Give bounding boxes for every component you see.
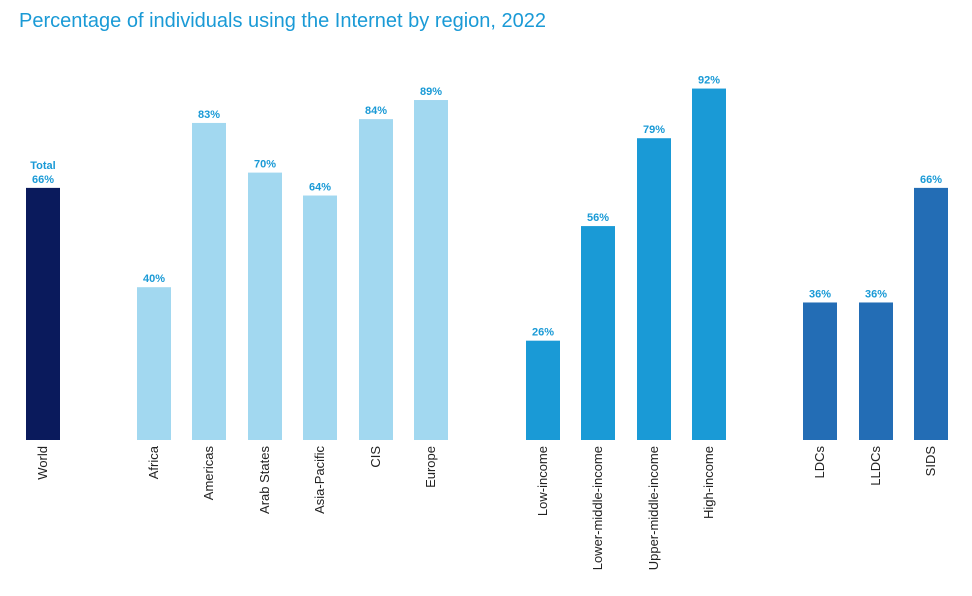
annotations-group: Total [30,160,55,172]
category-label-africa: Africa [146,445,161,479]
bar-lldcs [859,302,893,440]
bars-group [26,88,948,441]
bar-sids [914,187,948,440]
value-label-europe: 89% [420,86,442,98]
bar-arab-states [248,172,282,440]
bar-lower-middle-income [581,226,615,440]
bar-asia-pacific [303,195,337,440]
bar-americas [192,122,226,440]
category-label-arab-states: Arab States [257,446,272,514]
value-label-upper-middle-income: 79% [643,124,665,136]
value-label-lower-middle-income: 56% [587,212,609,224]
value-label-low-income: 26% [532,327,554,339]
category-label-lower-middle-income: Lower-middle-income [590,446,605,570]
bar-europe [414,100,448,441]
value-label-americas: 83% [198,109,220,121]
bar-ldcs [803,302,837,440]
category-label-americas: Americas [201,446,216,501]
value-label-world: 66% [32,174,54,186]
value-label-lldcs: 36% [865,288,887,300]
value-labels-group: 66% 40% 83% 70% 64% 84% 89% 26% 56% 79% 92% 36% 36% 6… [32,75,942,339]
annotation-total: Total [30,160,55,172]
value-label-arab-states: 70% [254,159,276,171]
value-label-sids: 66% [920,174,942,186]
value-label-africa: 40% [143,273,165,285]
category-label-cis: CIS [368,446,383,468]
value-label-asia-pacific: 64% [309,182,331,194]
category-label-upper-middle-income: Upper-middle-income [646,446,661,570]
bar-africa [137,287,171,440]
category-label-low-income: Low-income [535,446,550,516]
value-label-high-income: 92% [698,75,720,87]
value-label-cis: 84% [365,105,387,117]
bar-high-income [692,88,726,440]
category-labels-group: World Africa Americas Arab States Asia-Pacif… [35,445,938,570]
category-label-world: World [35,446,50,480]
bar-world [26,187,60,440]
category-label-europe: Europe [423,446,438,488]
bar-low-income [526,340,560,440]
category-label-sids: SIDS [923,446,938,477]
value-label-ldcs: 36% [809,288,831,300]
bar-cis [359,119,393,441]
chart-title: Percentage of individuals using the Inte… [19,10,547,32]
category-label-ldcs: LDCs [812,446,827,479]
bar-upper-middle-income [637,138,671,440]
category-label-lldcs: LLDCs [868,446,883,486]
category-label-asia-pacific: Asia-Pacific [312,446,327,514]
category-label-high-income: High-income [701,446,716,519]
